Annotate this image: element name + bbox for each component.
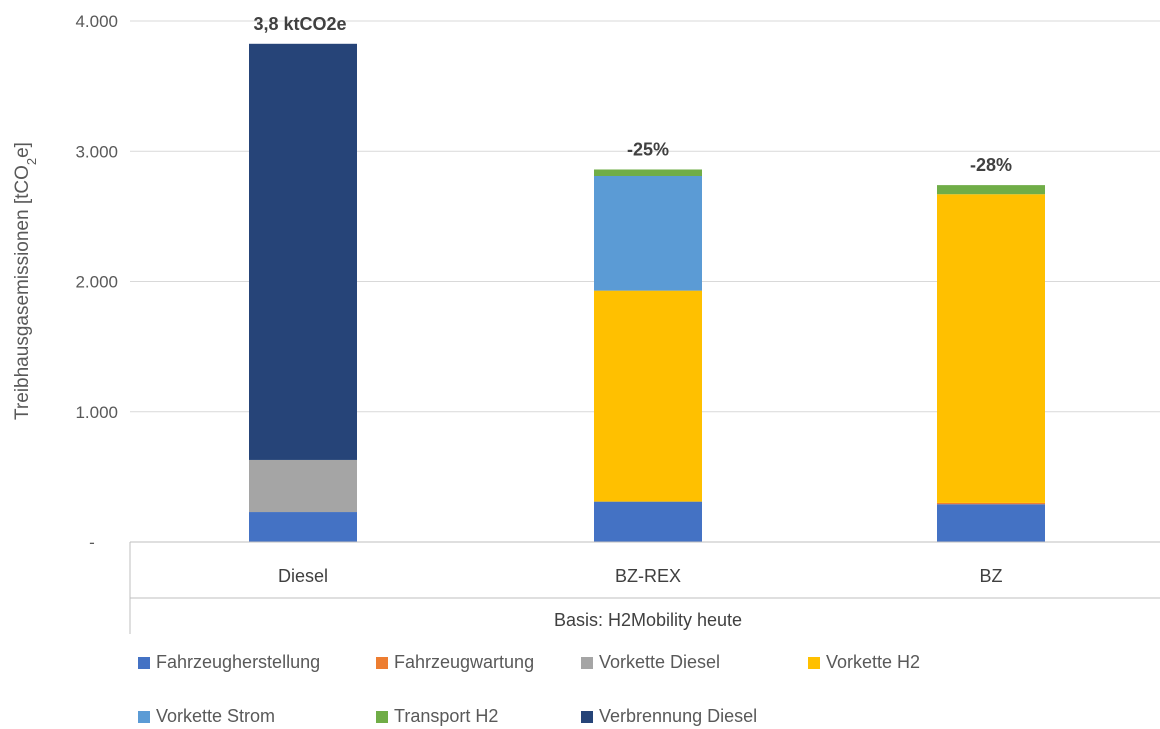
legend-swatch	[138, 710, 150, 723]
bar-segment	[594, 175, 702, 291]
bar-segment	[937, 194, 1045, 503]
legend-item: Vorkette Strom	[138, 706, 275, 727]
bar-segment	[249, 43, 357, 460]
bar-annotation: 3,8 ktCO2e	[253, 14, 346, 34]
bar-annotation: -28%	[970, 155, 1012, 175]
legend-item: Fahrzeugwartung	[376, 652, 534, 673]
legend-label: Fahrzeugwartung	[394, 652, 535, 672]
bar-segment	[937, 502, 1045, 505]
y-tick-label: -	[89, 533, 95, 552]
legend-swatch	[808, 656, 820, 669]
legend-swatch	[581, 710, 593, 723]
y-tick-label: 4.000	[75, 12, 118, 31]
category-label: Diesel	[278, 566, 328, 586]
legend-swatch	[581, 656, 593, 669]
y-tick-label: 1.000	[75, 403, 118, 422]
legend-item: Vorkette H2	[808, 652, 920, 673]
legend-label: Vorkette Strom	[156, 706, 276, 726]
bar-segment	[594, 290, 702, 502]
y-tick-label: 3.000	[75, 142, 118, 161]
bar-segment	[249, 512, 357, 542]
bar-annotations: 3,8 ktCO2e -25% -28%	[253, 14, 1012, 175]
bar-annotation: -25%	[627, 139, 669, 159]
legend-label: Vorkette Diesel	[599, 652, 721, 672]
legend-label: Vorkette H2	[826, 652, 921, 672]
bar-segment	[594, 169, 702, 176]
legend-swatch	[138, 656, 150, 669]
y-tick-label: 2.000	[75, 273, 118, 292]
legend-item: Fahrzeugherstellung	[138, 652, 320, 673]
legend-item: Vorkette Diesel	[581, 652, 720, 673]
category-labels: Diesel BZ-REX BZ	[278, 566, 1003, 586]
legend-swatch	[376, 656, 388, 669]
group-label: Basis: H2Mobility heute	[554, 610, 742, 630]
legend-item: Verbrennung Diesel	[581, 706, 757, 727]
legend-label: Transport H2	[394, 706, 499, 726]
y-axis-label: Treibhausgasemissionen [tCO2e]	[12, 142, 39, 420]
bar-segment	[937, 185, 1045, 195]
bars	[249, 43, 1045, 542]
axes	[129, 541, 1160, 634]
legend-label: Verbrennung Diesel	[599, 706, 758, 726]
bar-segment	[937, 504, 1045, 542]
bar-segment	[249, 459, 357, 513]
legend-swatch	[376, 710, 388, 723]
legend-label: Fahrzeugherstellung	[156, 652, 321, 672]
category-label: BZ	[979, 566, 1002, 586]
category-label: BZ-REX	[615, 566, 681, 586]
y-tick-labels: - 1.000 2.000 3.000 4.000	[75, 12, 118, 552]
bar-segment	[594, 501, 702, 542]
legend-item: Transport H2	[376, 706, 498, 727]
